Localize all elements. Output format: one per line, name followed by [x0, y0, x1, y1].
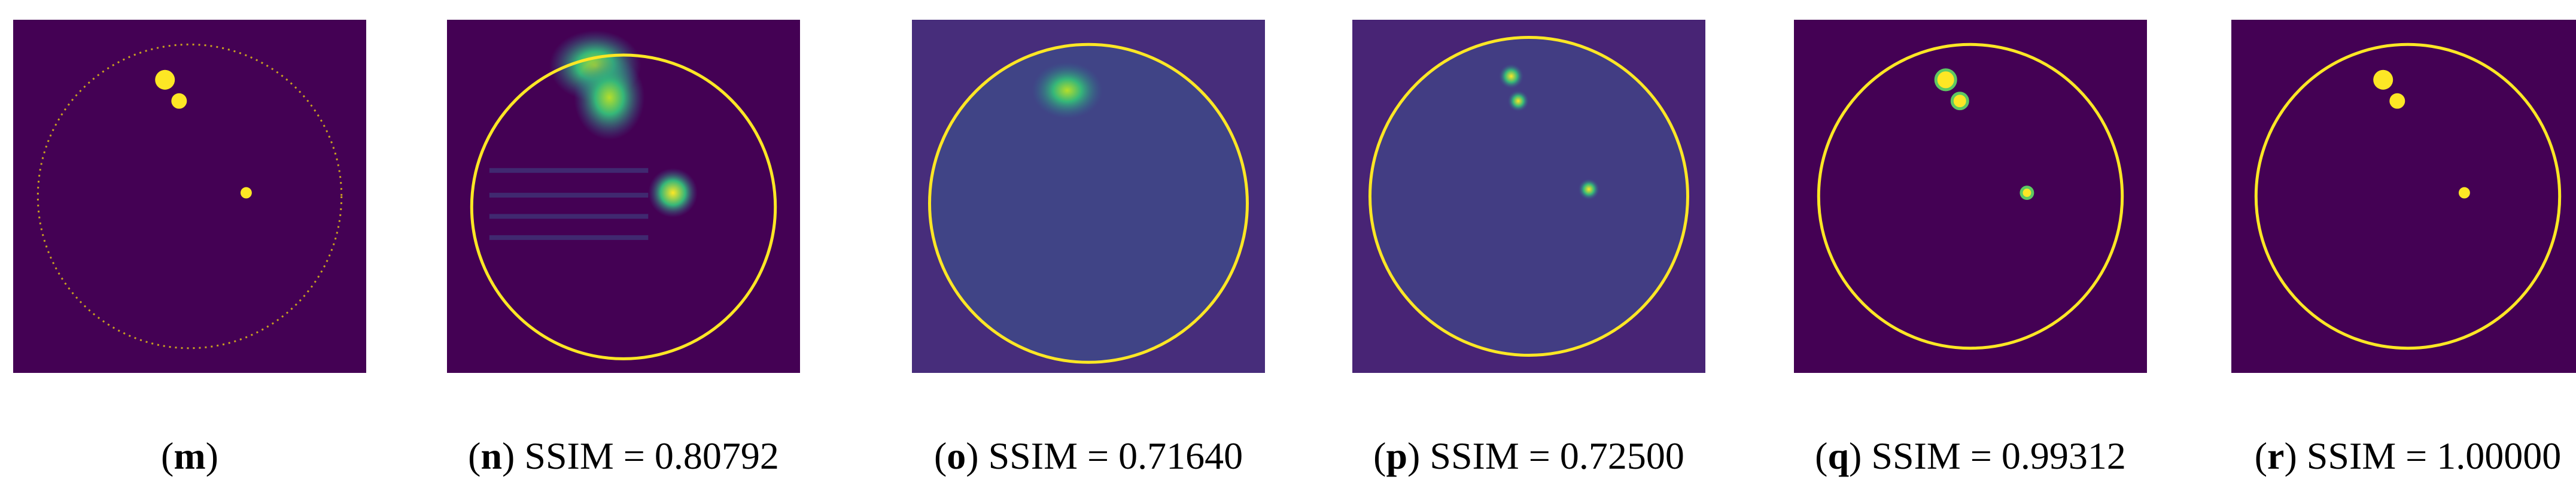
panel-image	[2231, 20, 2576, 373]
boundary-circle	[928, 42, 1249, 364]
inclusion	[2373, 69, 2393, 90]
panel-image	[912, 20, 1265, 373]
panel-caption: (o) SSIM = 0.71640	[934, 434, 1243, 478]
boundary-circle	[37, 43, 343, 350]
ssim-value: SSIM = 1.00000	[2306, 435, 2562, 477]
artifact-streak	[489, 193, 649, 198]
inclusion	[1032, 62, 1103, 119]
panel-label: (m)	[161, 435, 218, 477]
panel-label: (r)	[2254, 435, 2297, 477]
image-background	[1794, 20, 2147, 373]
panel-caption: (p) SSIM = 0.72500	[1373, 434, 1684, 478]
inclusion	[240, 187, 252, 199]
boundary-circle	[1817, 42, 2124, 350]
panel-image	[13, 20, 366, 373]
inclusion	[2458, 187, 2470, 199]
inclusion	[1950, 92, 1969, 111]
boundary-circle	[1368, 36, 1689, 357]
ssim-value: SSIM = 0.71640	[988, 435, 1243, 477]
inclusion	[2020, 186, 2034, 201]
panel-label: (o)	[933, 435, 979, 477]
panel-label: (p)	[1373, 435, 1421, 477]
inclusion	[1498, 63, 1524, 89]
panel-caption: (m)	[161, 434, 218, 478]
artifact-streak	[489, 168, 649, 173]
reconstruction-disk	[1370, 37, 1688, 356]
inclusion	[171, 93, 187, 109]
boundary-circle	[470, 53, 777, 360]
inclusion	[574, 55, 645, 140]
panel-label: (q)	[1815, 435, 1862, 477]
inclusion	[1578, 178, 1599, 200]
ssim-value: SSIM = 0.72500	[1430, 435, 1684, 477]
panel-image	[1352, 20, 1705, 373]
inclusion	[648, 168, 698, 218]
artifact-streak	[489, 235, 649, 240]
panel-image	[1794, 20, 2147, 373]
panel-caption: (r) SSIM = 1.00000	[2255, 434, 2562, 478]
panel-caption: (n) SSIM = 0.80792	[468, 434, 779, 478]
ssim-value: SSIM = 0.99312	[1871, 435, 2126, 477]
ssim-value: SSIM = 0.80792	[524, 435, 779, 477]
inclusion	[1934, 68, 1957, 92]
panel-label: (n)	[468, 435, 515, 477]
boundary-circle	[2254, 42, 2562, 350]
panel-image	[447, 20, 800, 373]
image-background	[13, 20, 366, 373]
artifact-streak	[489, 214, 649, 219]
inclusion	[2389, 93, 2405, 109]
image-background	[2231, 20, 2576, 373]
inclusion	[155, 69, 175, 90]
inclusion	[1507, 90, 1529, 112]
reconstruction-disk	[929, 44, 1248, 363]
panel-caption: (q) SSIM = 0.99312	[1815, 434, 2126, 478]
